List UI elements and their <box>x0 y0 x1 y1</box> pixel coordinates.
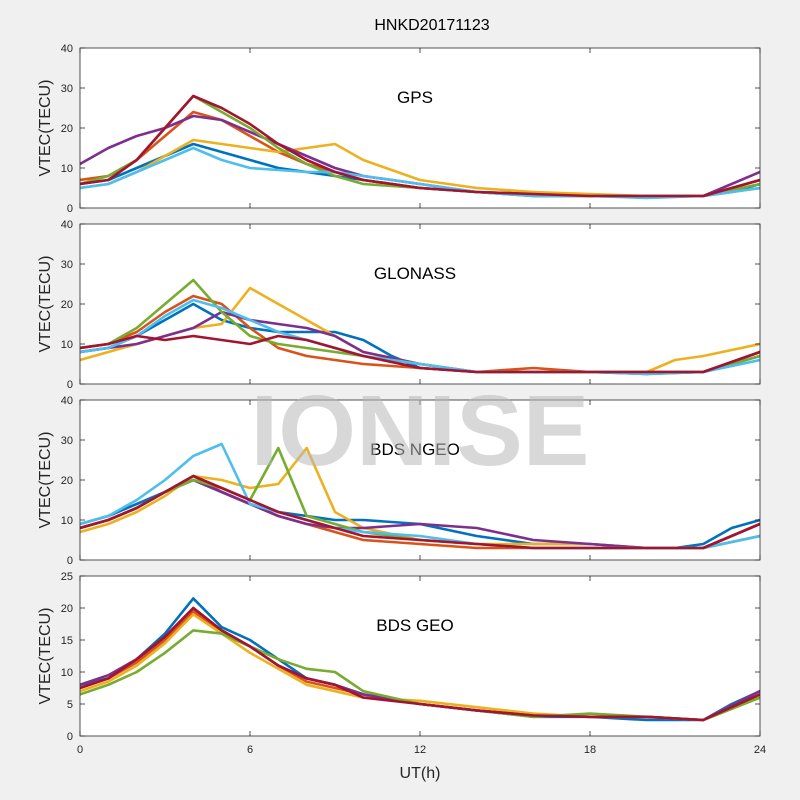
y-tick-label: 10 <box>61 163 73 175</box>
series-line-6 <box>80 606 760 722</box>
y-tick-label: 25 <box>61 571 73 583</box>
plot-area <box>80 576 760 736</box>
y-axis-title: VTEC(TECU) <box>37 432 54 529</box>
y-tick-label: 40 <box>61 219 73 231</box>
series-line-7 <box>80 474 760 550</box>
panel-4: 0 5 10 15 20 25 0 6 12 18 24 VTEC(TECU) BDS GEO <box>37 571 766 756</box>
panel-label: BDS NGEO <box>370 440 460 459</box>
y-axis-title: VTEC(TECU) <box>37 80 54 177</box>
y-tick-label: 10 <box>61 339 73 351</box>
x-tick-label: 6 <box>247 744 253 756</box>
panel-1: 0 10 20 30 40 VTEC(TECU) GPS <box>37 43 761 215</box>
y-tick-label: 0 <box>67 731 73 743</box>
plot-area <box>80 224 760 384</box>
y-tick-label: 0 <box>67 555 73 567</box>
series-group <box>80 597 760 722</box>
x-axis-title: UT(h) <box>400 765 441 782</box>
y-tick-label: 10 <box>61 667 73 679</box>
y-tick-label: 30 <box>61 259 73 271</box>
x-tick-label: 0 <box>77 744 83 756</box>
x-tick-label: 12 <box>414 744 426 756</box>
panel-label: GPS <box>397 88 433 107</box>
y-tick-label: 40 <box>61 43 73 55</box>
y-tick-label: 15 <box>61 635 73 647</box>
series-line-5 <box>80 629 760 722</box>
panel-label: GLONASS <box>374 264 456 283</box>
panels: 0 10 20 30 40 VTEC(TECU) GPS 0 10 20 30 40 VTEC(TECU… <box>37 43 766 756</box>
plot-area <box>80 48 760 208</box>
watermark: IONISE <box>251 375 590 487</box>
series-line-7 <box>80 94 760 198</box>
panel-3: 0 10 20 30 40 VTEC(TECU) BDS NGEO <box>37 395 761 567</box>
figure-title: HNKD20171123 <box>374 17 489 34</box>
series-group <box>80 94 760 200</box>
y-axis-title: VTEC(TECU) <box>37 256 54 353</box>
panel-2: 0 10 20 30 40 VTEC(TECU) GLONASS <box>37 219 761 391</box>
y-tick-label: 5 <box>67 699 73 711</box>
y-tick-label: 30 <box>61 83 73 95</box>
series-line-7 <box>80 334 760 374</box>
panel-label: BDS GEO <box>376 616 453 635</box>
y-tick-label: 20 <box>61 603 73 615</box>
x-tick-label: 24 <box>754 744 766 756</box>
series-group <box>80 278 760 376</box>
y-tick-label: 20 <box>61 123 73 135</box>
x-tick-label: 18 <box>584 744 596 756</box>
series-group <box>80 442 760 550</box>
y-tick-label: 20 <box>61 299 73 311</box>
y-tick-label: 30 <box>61 435 73 447</box>
y-tick-label: 40 <box>61 395 73 407</box>
series-line-3 <box>80 138 760 198</box>
y-tick-label: 0 <box>67 379 73 391</box>
y-tick-label: 0 <box>67 203 73 215</box>
y-tick-label: 20 <box>61 475 73 487</box>
y-axis-title: VTEC(TECU) <box>37 608 54 705</box>
y-tick-label: 10 <box>61 515 73 527</box>
